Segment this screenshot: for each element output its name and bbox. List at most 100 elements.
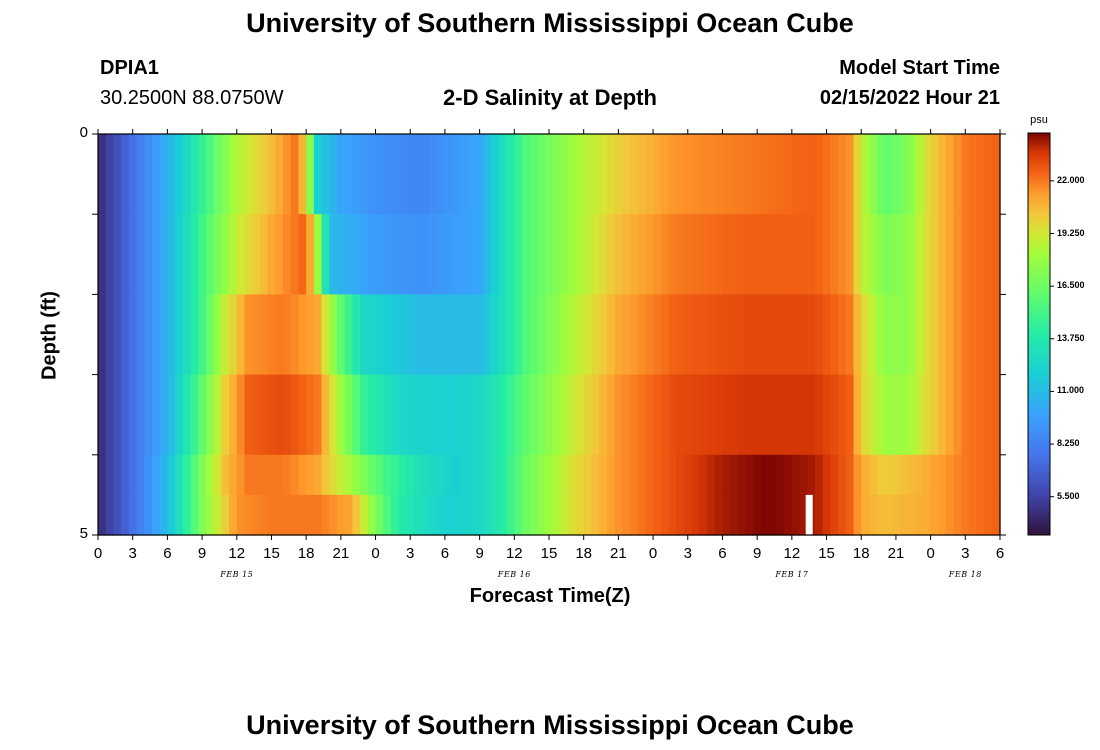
heatmap-cell: [252, 134, 261, 215]
heatmap-cell: [707, 134, 716, 215]
heatmap-cell: [583, 454, 592, 496]
heatmap-cell: [791, 134, 801, 215]
heatmap-cell: [375, 294, 384, 376]
heatmap-cell: [645, 214, 654, 295]
heatmap-cell: [383, 134, 392, 215]
heatmap-cell: [861, 214, 870, 295]
heatmap-cell: [483, 294, 492, 376]
heatmap-cell: [375, 214, 384, 295]
heatmap-cell: [190, 214, 199, 295]
x-tick-label: 12: [505, 545, 523, 562]
heatmap-cell: [653, 374, 662, 456]
heatmap-cell: [313, 374, 323, 456]
heatmap-cell: [213, 294, 222, 376]
heatmap-cell: [853, 374, 862, 456]
heatmap-cell: [283, 294, 292, 376]
heatmap-cell: [321, 214, 330, 295]
heatmap-cell: [406, 374, 415, 456]
y-axis-title: Depth (ft): [38, 291, 61, 380]
heatmap-cell: [390, 494, 400, 536]
heatmap-cell: [444, 454, 454, 496]
heatmap-cell: [306, 134, 315, 215]
heatmap-cell: [799, 294, 808, 376]
heatmap-cell: [568, 134, 577, 215]
heatmap-cell: [653, 214, 662, 295]
heatmap-cell: [182, 134, 192, 215]
heatmap-cell: [946, 374, 955, 456]
heatmap-cell: [714, 214, 724, 295]
heatmap-cell: [121, 374, 130, 456]
heatmap-cell: [969, 294, 978, 376]
heatmap-cell: [969, 454, 978, 496]
heatmap-cell: [730, 214, 739, 295]
heatmap-cell: [259, 454, 269, 496]
heatmap-cell: [699, 374, 708, 456]
heatmap-cell: [506, 294, 515, 376]
heatmap-cell: [545, 454, 554, 496]
heatmap-cell: [807, 214, 816, 295]
heatmap-cell: [768, 454, 778, 496]
heatmap-cell: [807, 454, 816, 496]
heatmap-cell: [414, 454, 423, 496]
heatmap-cell: [568, 294, 577, 376]
heatmap-cell: [807, 294, 816, 376]
heatmap-cell: [313, 134, 323, 215]
heatmap-cell: [421, 494, 431, 536]
heatmap-cell: [992, 494, 1001, 536]
heatmap-cell: [737, 374, 747, 456]
heatmap-cell: [961, 134, 970, 215]
heatmap-cell: [761, 214, 770, 295]
heatmap-cell: [198, 494, 207, 536]
heatmap-cell: [622, 374, 631, 456]
heatmap-cell: [190, 454, 199, 496]
heatmap-cell: [313, 214, 323, 295]
heatmap-cell: [205, 214, 215, 295]
heatmap-cell: [822, 494, 831, 536]
heatmap-cell: [545, 134, 554, 215]
heatmap-cell: [121, 214, 130, 295]
heatmap-cell: [868, 374, 878, 456]
heatmap-cell: [583, 494, 592, 536]
heatmap-cell: [737, 294, 747, 376]
heatmap-cell: [722, 454, 731, 496]
heatmap-cell: [498, 374, 508, 456]
heatmap-cell: [437, 214, 446, 295]
heatmap-cell: [367, 374, 377, 456]
heatmap-cell: [275, 134, 284, 215]
colorbar-tick-label: 13.750: [1057, 332, 1085, 343]
heatmap-cell: [545, 494, 554, 536]
heatmap-cell: [768, 294, 778, 376]
heatmap-cell: [668, 494, 677, 536]
heatmap-cell: [144, 294, 153, 376]
heatmap-cell: [175, 294, 184, 376]
heatmap-cell: [814, 214, 824, 295]
heatmap-cell: [244, 134, 253, 215]
heatmap-cell: [845, 214, 855, 295]
heatmap-cell: [236, 494, 246, 536]
heatmap-cell: [514, 294, 523, 376]
heatmap-cell: [552, 294, 562, 376]
heatmap-cell: [429, 294, 438, 376]
heatmap-cell: [707, 294, 716, 376]
heatmap-cell: [930, 214, 939, 295]
heatmap-cell: [360, 374, 369, 456]
heatmap-cell: [128, 454, 138, 496]
heatmap-cell: [529, 494, 539, 536]
heatmap-cell: [606, 134, 616, 215]
heatmap-cell: [105, 214, 115, 295]
heatmap-cell: [283, 454, 292, 496]
heatmap-cell: [660, 374, 670, 456]
heatmap-cell: [367, 214, 377, 295]
heatmap-cell: [714, 294, 724, 376]
x-tick-label: 3: [128, 545, 137, 562]
heatmap-cell: [460, 294, 469, 376]
heatmap-cell: [907, 134, 916, 215]
heatmap-cell: [483, 374, 492, 456]
heatmap-cell: [714, 374, 724, 456]
heatmap-cell: [683, 374, 693, 456]
heatmap-cell: [159, 374, 168, 456]
heatmap-cell: [290, 214, 300, 295]
heatmap-cell: [545, 374, 554, 456]
heatmap-cell: [591, 134, 600, 215]
